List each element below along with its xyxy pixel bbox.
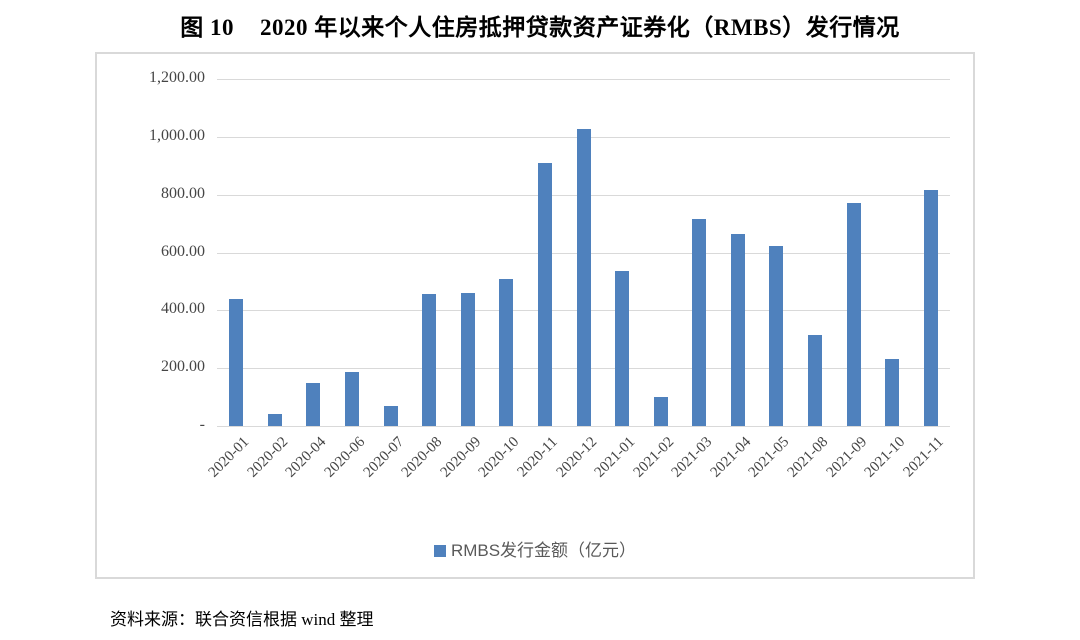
gridline xyxy=(217,79,950,80)
y-tick-label: - xyxy=(199,416,205,433)
x-tick-label: 2020-06 xyxy=(321,434,369,481)
y-tick-label: 1,000.00 xyxy=(149,126,205,144)
bar-2021-04 xyxy=(730,234,745,426)
bar-2020-04 xyxy=(306,383,321,426)
legend-marker-swatch xyxy=(433,545,446,557)
x-tick-label: 2021-02 xyxy=(630,434,677,481)
x-tick-label: 2021-08 xyxy=(784,434,832,481)
source-note: 资料来源：联合资信根据 wind 整理 xyxy=(110,610,374,629)
plot-area xyxy=(217,79,950,427)
y-tick-label: 400.00 xyxy=(161,300,205,318)
x-tick-label: 2020-12 xyxy=(553,434,600,481)
x-tick-label: 2020-09 xyxy=(437,434,485,481)
bar-2021-11 xyxy=(923,190,938,426)
bar-2021-10 xyxy=(885,359,900,426)
x-tick-label: 2021-01 xyxy=(591,434,639,481)
x-tick-label: 2021-10 xyxy=(861,434,909,481)
x-tick-label: 2021-04 xyxy=(707,434,755,481)
bar-2020-10 xyxy=(499,279,514,426)
bar-2020-07 xyxy=(383,406,398,426)
bar-2021-05 xyxy=(769,245,784,426)
bar-2021-09 xyxy=(846,203,861,426)
x-tick-label: 2020-04 xyxy=(283,434,330,481)
legend-label: RMBS发行金额（亿元） xyxy=(450,541,637,560)
bar-2020-06 xyxy=(345,371,360,426)
x-tick-label: 2020-11 xyxy=(514,434,562,481)
x-tick-label: 2021-09 xyxy=(823,434,870,481)
bar-2020-11 xyxy=(537,162,552,426)
bar-2020-09 xyxy=(460,292,475,426)
x-tick-label: 2021-11 xyxy=(900,434,948,481)
figure-title: 图 10 2020 年以来个人住房抵押贷款资产证券化（RMBS）发行情况 xyxy=(0,8,1080,42)
x-tick-label: 2020-10 xyxy=(475,434,523,481)
x-tick-label: 2020-08 xyxy=(398,434,446,481)
bar-2020-12 xyxy=(576,129,591,426)
y-tick-label: 1,200.00 xyxy=(149,69,205,86)
y-tick-label: 800.00 xyxy=(161,184,205,202)
x-tick-label: 2020-07 xyxy=(360,434,407,481)
bar-2021-08 xyxy=(807,335,822,426)
bar-2021-03 xyxy=(692,219,707,426)
bar-2021-01 xyxy=(615,270,630,426)
x-tick-label: 2020-02 xyxy=(244,434,292,481)
bar-2020-08 xyxy=(422,293,437,426)
bar-2021-02 xyxy=(653,397,668,426)
figure-title-text: 2020 年以来个人住房抵押贷款资产证券化（RMBS）发行情况 xyxy=(260,15,900,40)
chart-frame: 1,200.00 1,000.00 800.00 600.00 400.00 200.00… xyxy=(95,52,975,579)
x-tick-label: 2021-05 xyxy=(746,434,793,481)
x-tick-label: 2021-03 xyxy=(668,434,716,481)
x-axis-line xyxy=(217,426,950,427)
y-tick-label: 600.00 xyxy=(161,242,205,260)
figure-number-label: 图 10 xyxy=(180,15,235,40)
legend: RMBS发行金额（亿元） xyxy=(97,536,973,561)
bar-2020-02 xyxy=(267,414,282,426)
y-tick-label: 200.00 xyxy=(161,358,205,376)
x-tick-label: 2020-01 xyxy=(205,434,253,481)
bar-2020-01 xyxy=(229,299,244,426)
